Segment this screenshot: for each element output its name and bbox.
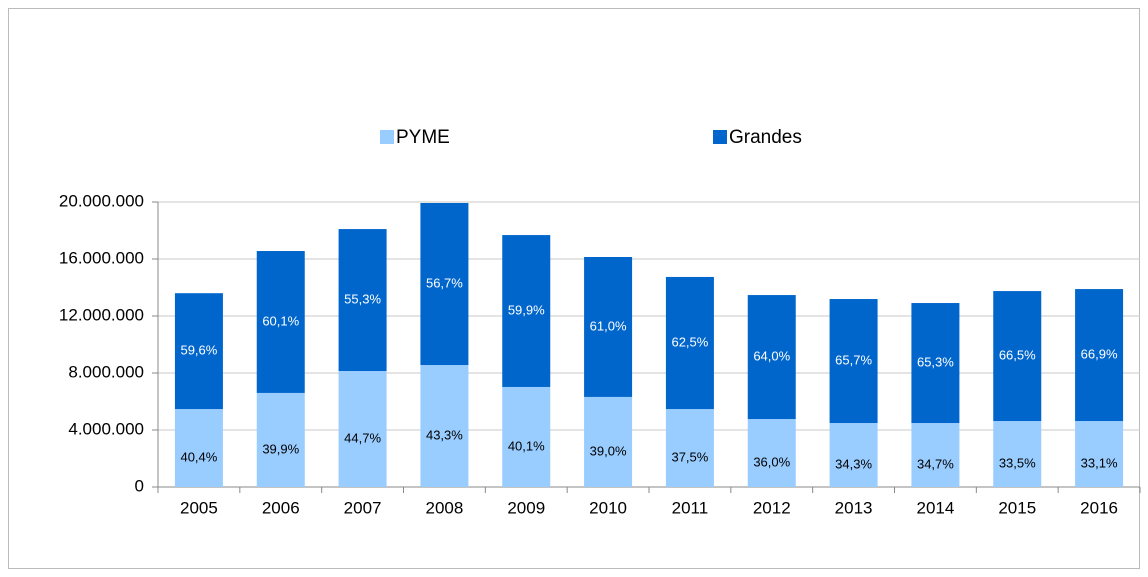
data-label: 37,5% [671,449,708,464]
y-tick-label: 0 [135,476,144,495]
x-tick-label: 2005 [180,498,218,517]
data-label: 59,6% [180,343,217,358]
bar-segment [174,293,223,410]
data-label: 36,0% [753,454,790,469]
data-label: 40,1% [508,438,545,453]
bar-segment [256,392,305,487]
bar-segment [911,303,960,424]
data-label: 40,4% [180,449,217,464]
bar-segment [1075,421,1124,487]
bar-segment [993,291,1042,422]
bar-segment [584,396,633,487]
x-tick-label: 2014 [917,498,955,517]
bar-segment [829,423,878,487]
data-label: 34,3% [835,456,872,471]
data-label: 64,0% [753,348,790,363]
data-label: 61,0% [590,318,627,333]
x-tick-label: 2015 [998,498,1036,517]
bar-segment [338,229,387,372]
bar-segment [256,251,305,393]
bar-segment [829,299,878,424]
bar-segment [338,371,387,487]
bar-segment [502,386,551,487]
data-label: 56,7% [426,275,463,290]
y-tick-label: 20.000.000 [59,191,144,210]
bar-segment [584,257,633,397]
data-label: 66,5% [999,347,1036,362]
y-tick-label: 8.000.000 [68,362,144,381]
x-tick-label: 2009 [507,498,545,517]
x-tick-label: 2012 [753,498,791,517]
data-label: 55,3% [344,291,381,306]
data-label: 44,7% [344,430,381,445]
data-label: 33,1% [1081,455,1118,470]
bar-segment [747,295,796,420]
x-tick-label: 2011 [672,498,709,517]
bar-segment [174,409,223,487]
bar-segment [420,365,469,487]
data-label: 39,0% [590,443,627,458]
bar-segment [420,202,469,366]
bar-segment [665,409,714,487]
data-label: 62,5% [671,334,708,349]
y-tick-label: 12.000.000 [59,305,144,324]
legend-label: Grandes [729,127,802,148]
legend-label: PYME [396,127,450,148]
x-tick-label: 2007 [344,498,382,517]
legend-swatch [713,130,727,144]
x-tick-label: 2010 [589,498,627,517]
data-label: 33,5% [999,455,1036,470]
data-label: 34,7% [917,456,954,471]
x-tick-label: 2008 [426,498,464,517]
x-tick-label: 2013 [835,498,873,517]
x-tick-label: 2006 [262,498,300,517]
data-label: 60,1% [262,313,299,328]
data-label: 66,9% [1081,346,1118,361]
y-tick-label: 16.000.000 [59,248,144,267]
bar-segment [911,423,960,487]
y-tick-label: 4.000.000 [68,419,144,438]
bar-segment [747,419,796,487]
data-label: 59,9% [508,302,545,317]
bar-segment [502,235,551,387]
bar-segment [993,421,1042,487]
x-tick-label: 2016 [1080,498,1118,517]
data-label: 65,3% [917,354,954,369]
data-label: 65,7% [835,352,872,367]
data-label: 39,9% [262,441,299,456]
bar-segment [1075,289,1124,422]
data-label: 43,3% [426,427,463,442]
bar-segment [665,276,714,410]
legend-swatch [380,130,394,144]
